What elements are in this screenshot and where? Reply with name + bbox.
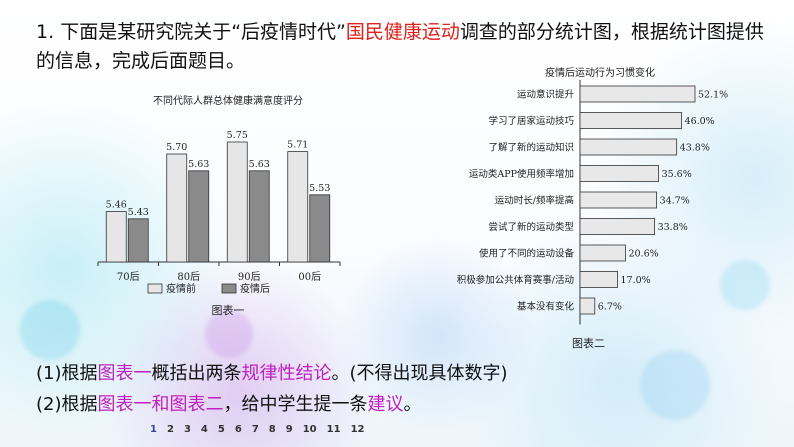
task2-suffix: 。	[403, 394, 422, 415]
bar	[579, 165, 659, 182]
data-label: 5.63	[249, 159, 270, 170]
task1-mid: 概括出两条	[151, 363, 242, 384]
task-1: (1)根据图表一概括出两条规律性结论。(不得出现具体数字)	[36, 362, 508, 386]
task2-prefix: (2)根据	[36, 394, 98, 415]
bar	[287, 151, 309, 263]
chart2-svg: 运动意识提升 52.1% 学习了居家运动技巧 46.0% 了解了新的运动知识 43.8% 运…	[457, 80, 728, 325]
data-label: 5.70	[166, 142, 187, 153]
bokeh-decoration	[205, 310, 253, 358]
bar	[579, 218, 656, 235]
bar	[226, 141, 248, 263]
y-tick-label: 学习了居家运动技巧	[488, 115, 574, 127]
bar	[166, 153, 188, 263]
page-link-7[interactable]: 7	[251, 424, 259, 435]
task2-mid: ，给中学生提一条	[223, 394, 368, 415]
data-label: 17.0%	[621, 275, 651, 286]
y-tick-label: 运动类APP使用频率增加	[469, 168, 574, 180]
task1-prefix: (1)根据	[36, 363, 98, 384]
chart2-title: 疫情后运动行为习惯变化	[545, 68, 655, 79]
question-highlight: 国民健康运动	[345, 21, 460, 43]
data-label: 5.63	[188, 159, 209, 170]
chart1-title: 不同代际人群总体健康满意度评分	[153, 96, 303, 107]
legend-swatch	[147, 283, 163, 294]
chart2-caption: 图表二	[572, 337, 605, 350]
question-text-b: 调查的部分统计图，根据统计图提供的信息，完成后面题目。	[36, 21, 764, 72]
bar	[579, 244, 626, 262]
legend-label: 疫情后	[240, 282, 270, 295]
data-label: 5.43	[128, 207, 149, 218]
bar	[188, 170, 210, 263]
y-tick-label: 了解了新的运动知识	[488, 142, 574, 154]
page-link-5[interactable]: 5	[217, 424, 225, 435]
y-tick-label: 积极参加公共体育赛事/活动	[457, 274, 574, 286]
data-label: 34.7%	[660, 196, 690, 207]
legend-label: 疫情前	[166, 282, 196, 295]
chart2: 运动意识提升 52.1% 学习了居家运动技巧 46.0% 了解了新的运动知识 43.8% 运…	[450, 78, 770, 338]
y-tick-label: 运动意识提升	[517, 89, 575, 101]
bokeh-decoration	[20, 300, 80, 360]
bar	[579, 297, 596, 315]
x-tick-label: 00后	[298, 271, 321, 283]
y-tick-label: 运动时长/频率提高	[495, 195, 574, 207]
data-label: 5.53	[309, 183, 330, 194]
bar	[579, 138, 678, 156]
data-label: 33.8%	[658, 222, 688, 233]
x-tick-label: 70后	[117, 271, 140, 283]
bokeh-decoration	[720, 260, 770, 310]
chart1: 5.46 5.43 70后 5.70 5.63 80后 5.75 5.63 90后 5.71 5.5…	[90, 110, 350, 320]
question-text: 1. 下面是某研究院关于“后疫情时代”国民健康运动调查的部分统计图，根据统计图提…	[36, 18, 776, 76]
bar	[309, 194, 331, 263]
data-label: 52.1%	[698, 90, 728, 101]
bar	[248, 170, 270, 263]
page-link-11[interactable]: 11	[326, 424, 341, 435]
legend-swatch	[221, 283, 237, 294]
page-link-9[interactable]: 9	[285, 424, 293, 435]
task-2: (2)根据图表一和图表二，给中学生提一条建议。	[36, 393, 422, 417]
chart1-caption: 图表一	[211, 304, 245, 317]
data-label: 43.8%	[680, 143, 710, 154]
bar	[127, 218, 149, 263]
data-label: 20.6%	[628, 249, 658, 260]
page-link-8[interactable]: 8	[268, 424, 276, 435]
chart1-svg: 5.465.4370后5.705.6380后5.755.6390后5.715.5…	[97, 130, 341, 295]
data-label: 5.46	[106, 200, 127, 211]
page-link-3[interactable]: 3	[183, 424, 191, 435]
question-text-a: 下面是某研究院关于“后疫情时代”	[60, 21, 346, 43]
page-link-2[interactable]: 2	[166, 424, 174, 435]
page-link-4[interactable]: 4	[200, 424, 208, 435]
page-navigation: 1 2 3 4 5 6 7 8 9 10 11 12	[150, 424, 374, 435]
bar	[105, 211, 127, 263]
x-tick-label: 80后	[177, 271, 200, 283]
bar	[579, 85, 696, 103]
data-label: 6.7%	[598, 302, 622, 313]
task2-key: 建议	[367, 394, 404, 415]
task1-key: 规律性结论	[241, 363, 332, 384]
y-tick-label: 基本没有变化	[517, 301, 575, 313]
page-link-10[interactable]: 10	[302, 424, 317, 435]
page-link-12[interactable]: 12	[350, 424, 365, 435]
x-tick-label: 90后	[238, 271, 261, 283]
task1-suffix: 。(不得出现具体数字)	[331, 363, 508, 384]
task2-ref: 图表一和图表二	[97, 394, 224, 415]
bokeh-decoration	[640, 350, 710, 420]
data-label: 46.0%	[685, 116, 715, 127]
data-label: 5.75	[227, 130, 248, 141]
data-label: 35.6%	[662, 169, 692, 180]
y-tick-label: 使用了不同的运动设备	[479, 248, 575, 260]
y-tick-label: 尝试了新的运动类型	[488, 221, 574, 233]
data-label: 5.71	[287, 140, 308, 151]
page-link-1[interactable]: 1	[150, 424, 157, 435]
bar	[579, 271, 618, 288]
bar	[579, 191, 657, 209]
bar	[579, 112, 682, 129]
question-number: 1.	[36, 21, 55, 43]
page-link-6[interactable]: 6	[234, 424, 242, 435]
task1-ref: 图表一	[97, 363, 152, 384]
